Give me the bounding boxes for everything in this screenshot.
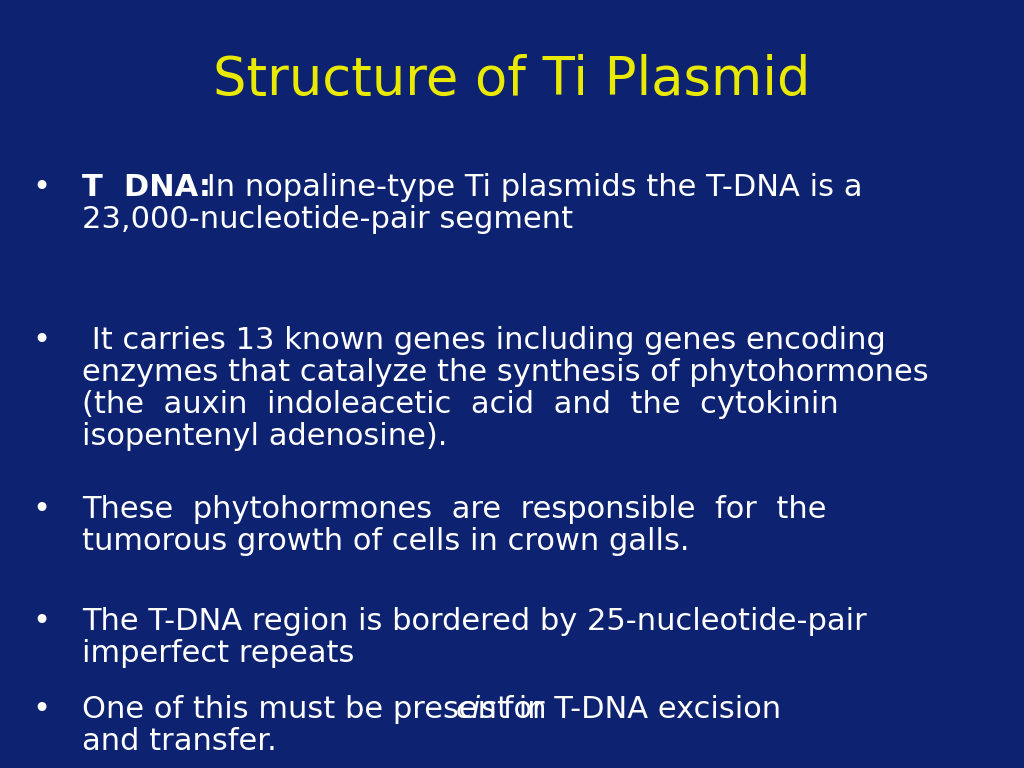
- Text: •: •: [32, 173, 50, 202]
- Text: Structure of Ti Plasmid: Structure of Ti Plasmid: [213, 54, 811, 106]
- Text: These  phytohormones  are  responsible  for  the: These phytohormones are responsible for …: [82, 495, 826, 525]
- Text: imperfect repeats: imperfect repeats: [82, 639, 354, 667]
- Text: 23,000-nucleotide-pair segment: 23,000-nucleotide-pair segment: [82, 205, 573, 233]
- Text: In nopaline-type Ti plasmids the T-DNA is a: In nopaline-type Ti plasmids the T-DNA i…: [197, 173, 862, 202]
- Text: (the  auxin  indoleacetic  acid  and  the  cytokinin: (the auxin indoleacetic acid and the cyt…: [82, 390, 839, 419]
- Text: isopentenyl adenosine).: isopentenyl adenosine).: [82, 422, 447, 451]
- Text: enzymes that catalyze the synthesis of phytohormones: enzymes that catalyze the synthesis of p…: [82, 359, 929, 387]
- Text: •: •: [32, 695, 50, 724]
- Text: •: •: [32, 607, 50, 636]
- Text: It carries 13 known genes including genes encoding: It carries 13 known genes including gene…: [82, 326, 886, 356]
- Text: cis: cis: [456, 695, 497, 724]
- Text: •: •: [32, 495, 50, 525]
- Text: tumorous growth of cells in crown galls.: tumorous growth of cells in crown galls.: [82, 528, 689, 556]
- Text: for T-DNA excision: for T-DNA excision: [493, 695, 781, 724]
- Text: and transfer.: and transfer.: [82, 727, 276, 756]
- Text: The T-DNA region is bordered by 25-nucleotide-pair: The T-DNA region is bordered by 25-nucle…: [82, 607, 866, 636]
- Text: T  DNA:: T DNA:: [82, 173, 211, 202]
- Text: One of this must be present in: One of this must be present in: [82, 695, 556, 724]
- Text: •: •: [32, 326, 50, 356]
